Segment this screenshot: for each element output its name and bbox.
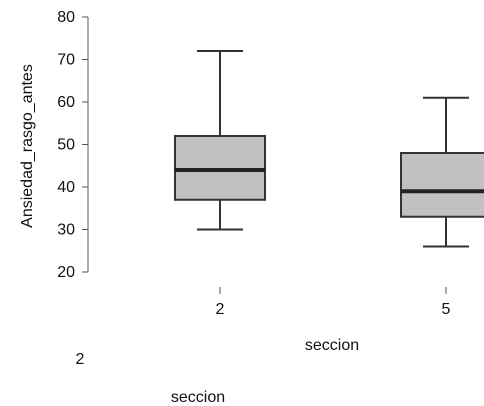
x-axis-title-repeat: seccion (171, 389, 225, 406)
box-2 (174, 50, 266, 231)
y-axis: 20 30 40 50 60 70 80 (57, 9, 89, 281)
y-tick-label: 30 (57, 222, 75, 239)
boxes (174, 50, 484, 248)
y-tick-label: 40 (57, 179, 75, 196)
y-tick-label: 80 (57, 9, 75, 26)
y-tick-label: 50 (57, 137, 75, 154)
box-5 (400, 96, 484, 248)
x-tick-label: 5 (442, 301, 451, 318)
x-tick-label-repeat: 2 (76, 351, 85, 368)
iqr-box (174, 135, 266, 201)
x-axis-title: seccion (305, 337, 359, 354)
y-tick-label: 70 (57, 52, 75, 69)
y-axis-title: Ansiedad_rasgo_antes (19, 64, 36, 228)
y-tick-label: 60 (57, 94, 75, 111)
x-tick-label: 2 (216, 301, 225, 318)
iqr-box (400, 152, 484, 218)
y-tick-label: 20 (57, 264, 75, 281)
